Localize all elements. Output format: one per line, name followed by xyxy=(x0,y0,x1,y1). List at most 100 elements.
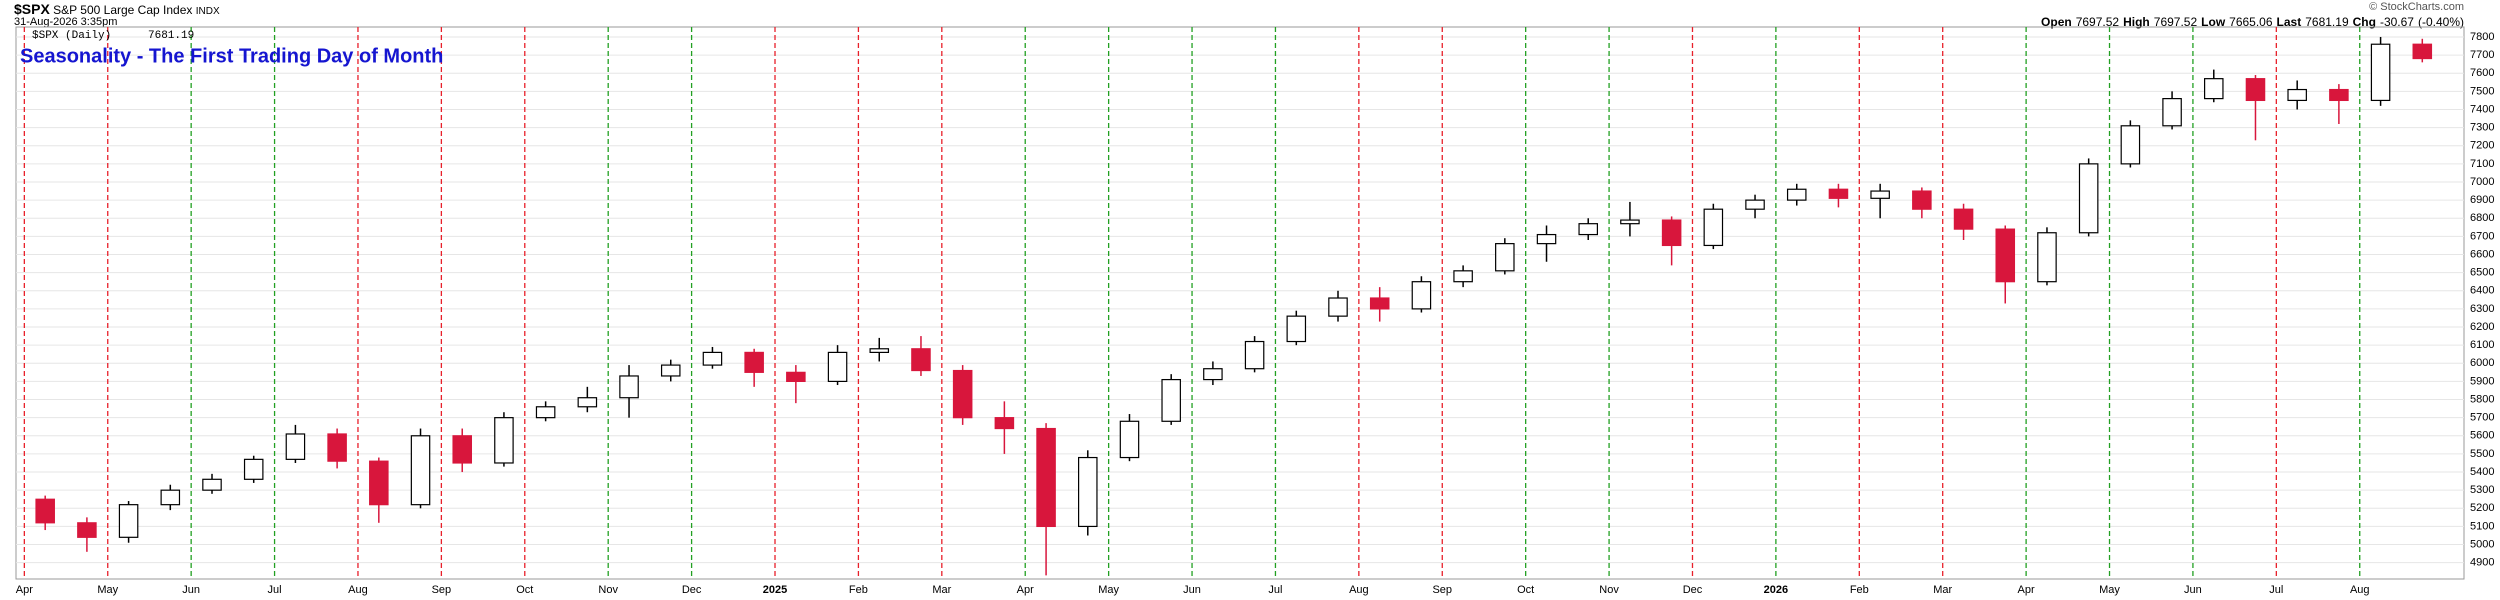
candle-body xyxy=(1411,281,1432,310)
legend-value: 7681.19 xyxy=(148,30,194,42)
candle-body xyxy=(535,406,556,419)
y-tick-label: 7300 xyxy=(2470,122,2494,134)
y-tick-label: 7100 xyxy=(2470,158,2494,170)
candle-body xyxy=(494,417,514,464)
candle-body xyxy=(2245,78,2266,102)
candle-body xyxy=(2162,98,2182,127)
candle-body xyxy=(869,348,890,353)
legend: $SPX (Daily) 7681.19 xyxy=(32,30,194,42)
quote: Open 7697.52 High 7697.52 Low 7665.06 Last 7681… xyxy=(2037,15,2464,29)
x-tick-label: Oct xyxy=(516,584,533,596)
x-tick-label: Dec xyxy=(1683,584,1703,596)
exchange: INDX xyxy=(195,6,220,17)
candle-body xyxy=(202,478,222,491)
candle-body xyxy=(2204,78,2224,100)
x-tick-label: Apr xyxy=(2018,584,2035,596)
candle-body xyxy=(1286,315,1307,343)
x-tick-label: Dec xyxy=(682,584,702,596)
candle-body xyxy=(1912,190,1932,210)
candle-body xyxy=(786,371,806,383)
y-tick-label: 5800 xyxy=(2470,393,2494,405)
candle-body xyxy=(160,489,181,506)
y-tick-label: 5200 xyxy=(2470,502,2494,514)
x-tick-label: Oct xyxy=(1517,584,1534,596)
candle-body xyxy=(2287,88,2307,102)
x-tick-label: Mar xyxy=(932,584,951,596)
candle-body xyxy=(285,433,306,460)
candle-body xyxy=(1536,233,1557,245)
quote-label: Last xyxy=(2276,15,2302,29)
x-tick-label: Aug xyxy=(2350,584,2370,596)
candle-body xyxy=(243,458,264,480)
candle-body xyxy=(660,364,681,377)
x-tick-label: 2026 xyxy=(1764,584,1788,596)
y-tick-label: 5600 xyxy=(2470,430,2494,442)
plot-frame xyxy=(15,26,2465,580)
quote-value: 7681.19 xyxy=(2305,15,2349,29)
candle-body xyxy=(35,498,55,524)
quote-value: 7697.52 xyxy=(2153,15,2198,29)
candle-body xyxy=(2412,43,2433,60)
candle-body xyxy=(1328,297,1348,317)
x-tick-label: May xyxy=(2099,584,2120,596)
candle-body xyxy=(410,435,431,506)
quote-value: -30.67 xyxy=(2379,15,2414,29)
chart-title: Seasonality - The First Trading Day of M… xyxy=(20,45,443,67)
symbol-header: $SPX S&P 500 Large Cap Index INDX xyxy=(14,1,220,17)
candle-body xyxy=(2120,125,2141,165)
y-tick-label: 6800 xyxy=(2470,212,2494,224)
y-tick-label: 7000 xyxy=(2470,176,2494,188)
candle-body xyxy=(1953,208,1974,230)
x-tick-label: Jun xyxy=(1183,584,1201,596)
candle-body xyxy=(2370,43,2391,102)
candle-body xyxy=(1161,378,1181,422)
candle-body xyxy=(2078,163,2099,234)
candle-body xyxy=(1244,340,1265,370)
y-tick-label: 6400 xyxy=(2470,285,2494,297)
quote-label: High xyxy=(2123,15,2150,29)
x-tick-label: Aug xyxy=(1349,584,1369,596)
candle-body xyxy=(1995,228,2016,283)
y-tick-label: 4900 xyxy=(2470,557,2494,569)
y-tick-label: 5500 xyxy=(2470,448,2494,460)
x-tick-label: Jun xyxy=(182,584,200,596)
candle-body xyxy=(1661,219,1682,247)
candle-body xyxy=(1786,188,1807,201)
x-tick-label: May xyxy=(1098,584,1119,596)
candle-body xyxy=(1036,427,1056,528)
y-tick-label: 6200 xyxy=(2470,321,2494,333)
y-tick-label: 6900 xyxy=(2470,194,2494,206)
candle-body xyxy=(952,369,973,419)
candle-body xyxy=(1703,208,1724,247)
x-tick-label: Aug xyxy=(348,584,368,596)
candle-body xyxy=(577,397,598,408)
x-tick-label: Feb xyxy=(849,584,868,596)
y-tick-label: 5300 xyxy=(2470,484,2494,496)
candle-body xyxy=(619,375,639,399)
y-tick-label: 5400 xyxy=(2470,466,2494,478)
y-tick-label: 6600 xyxy=(2470,248,2494,260)
candle-body xyxy=(327,433,347,462)
y-tick-label: 5700 xyxy=(2470,412,2494,424)
x-tick-label: May xyxy=(97,584,118,596)
y-tick-label: 7200 xyxy=(2470,140,2494,152)
candle-body xyxy=(1369,297,1390,310)
x-tick-label: Feb xyxy=(1850,584,1869,596)
y-tick-label: 6300 xyxy=(2470,303,2494,315)
candle-body xyxy=(2037,232,2057,283)
legend-label: $SPX (Daily) xyxy=(32,30,111,42)
x-tick-label: Sep xyxy=(432,584,452,596)
x-tick-label: Mar xyxy=(1933,584,1952,596)
x-tick-label: Apr xyxy=(1017,584,1034,596)
candle-body xyxy=(702,351,723,366)
candle-body xyxy=(1078,456,1098,528)
candle-body xyxy=(1870,190,1890,199)
y-tick-label: 7700 xyxy=(2470,49,2494,61)
x-tick-label: Nov xyxy=(598,584,618,596)
candle-body xyxy=(1828,188,1849,199)
x-tick-label: Sep xyxy=(1432,584,1452,596)
copyright: © StockCharts.com xyxy=(2369,1,2464,13)
y-tick-label: 7500 xyxy=(2470,85,2494,97)
